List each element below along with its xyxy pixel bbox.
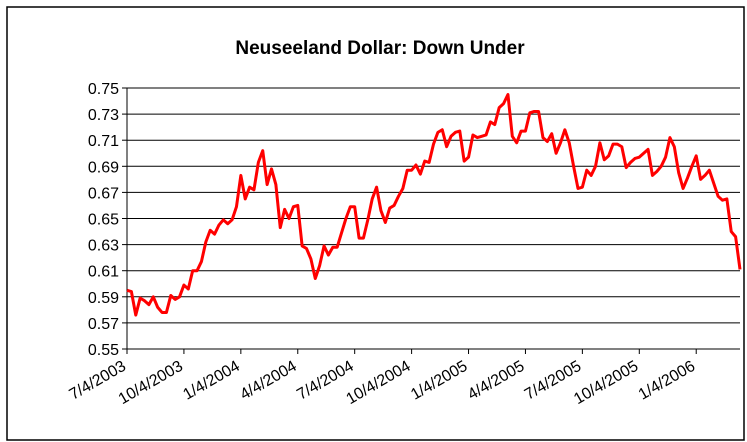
y-tick-label: 0.55 <box>88 342 119 359</box>
y-tick-label: 0.67 <box>88 185 119 202</box>
y-tick-label: 0.57 <box>88 316 119 333</box>
line-series <box>126 93 742 317</box>
y-tick-label: 0.75 <box>88 81 119 98</box>
y-tick-label: 0.69 <box>88 159 119 176</box>
chart-border <box>6 6 745 441</box>
y-tick-label: 0.73 <box>88 107 119 124</box>
chart-title: Neuseeland Dollar: Down Under <box>235 38 525 59</box>
y-tick-label: 0.59 <box>88 290 119 307</box>
y-tick-label: 0.61 <box>88 264 119 281</box>
y-tick-label: 0.63 <box>88 238 119 255</box>
y-tick-label: 0.71 <box>88 133 119 150</box>
y-tick-label: 0.65 <box>88 212 119 229</box>
